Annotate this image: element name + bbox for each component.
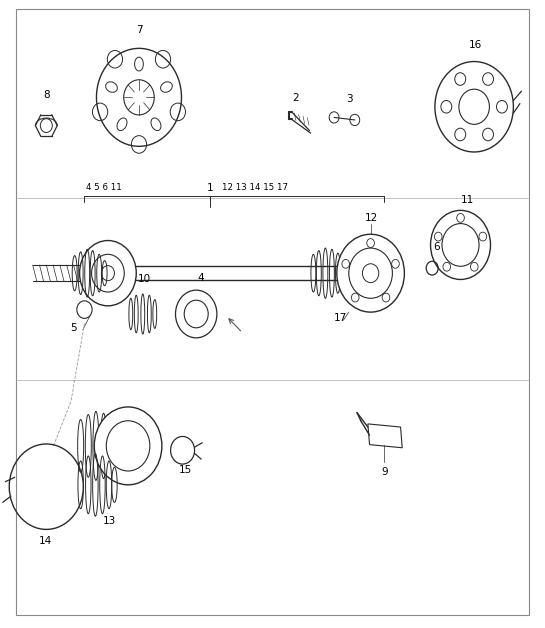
Circle shape — [337, 234, 404, 312]
Circle shape — [431, 210, 490, 279]
Text: 11: 11 — [461, 195, 474, 205]
Text: 5: 5 — [70, 323, 77, 333]
Text: 8: 8 — [43, 90, 50, 100]
Text: 2: 2 — [292, 93, 299, 103]
Text: 4: 4 — [197, 273, 204, 283]
Circle shape — [80, 241, 136, 306]
Text: 15: 15 — [179, 465, 192, 475]
Text: 7: 7 — [136, 24, 142, 35]
Text: 3: 3 — [346, 94, 353, 104]
Text: 9: 9 — [381, 467, 387, 477]
Text: 6: 6 — [433, 242, 440, 252]
Text: 14: 14 — [39, 536, 52, 546]
Circle shape — [175, 290, 217, 338]
Text: 12 13 14 15 17: 12 13 14 15 17 — [222, 183, 288, 192]
Circle shape — [94, 407, 162, 485]
Text: 13: 13 — [102, 516, 116, 526]
Text: 12: 12 — [365, 213, 378, 223]
Text: 16: 16 — [469, 40, 482, 50]
Text: 4 5 6 11: 4 5 6 11 — [86, 183, 122, 192]
Text: 17: 17 — [334, 313, 347, 323]
Polygon shape — [368, 424, 402, 448]
Text: 1: 1 — [207, 183, 213, 193]
Text: 10: 10 — [138, 274, 151, 284]
